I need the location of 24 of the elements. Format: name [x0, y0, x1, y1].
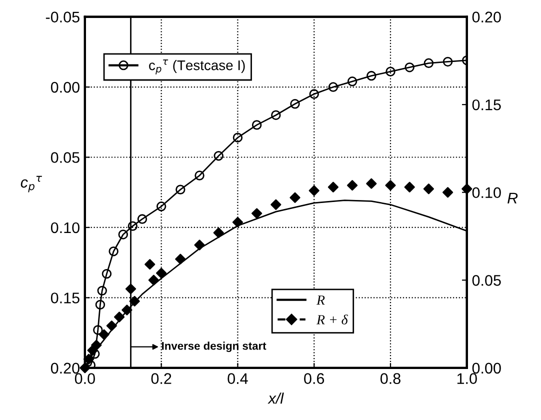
x-tick-label: 0.0 [74, 373, 95, 384]
y-tick-label: 0.15 [50, 292, 80, 304]
x-tick-label: 0.4 [228, 373, 248, 384]
y2-axis-title: R [508, 192, 518, 204]
annotation: Inverse design start [162, 342, 266, 352]
y-tick-label: 0.05 [50, 152, 80, 163]
y2-tick-label: 0.00 [472, 362, 501, 374]
y-tick-label: 0.00 [50, 82, 80, 93]
x-tick-label: 0.8 [380, 373, 400, 384]
legend-label: c$_{p}$$^{τ}$ (Testcase I) [149, 59, 245, 74]
x-tick-label: 1.0 [457, 373, 477, 384]
y2-tick-label: 0.20 [472, 12, 501, 22]
x-axis-title: x/l [268, 392, 284, 404]
y2-tick-label: 0.05 [472, 275, 501, 286]
y-axis-title: c$_{p}$$^{τ}$ [20, 176, 42, 192]
legend-label: R [316, 296, 325, 305]
legend-label: R + δ [316, 314, 348, 324]
y2-tick-label: 0.10 [472, 187, 501, 198]
x-tick-label: 0.6 [304, 373, 324, 384]
y-tick-label: 0.20 [50, 362, 80, 374]
y-tick-label: 0.10 [50, 222, 80, 234]
x-tick-label: 0.2 [151, 373, 172, 384]
y2-tick-label: 0.15 [472, 99, 501, 110]
y-tick-label: -0.05 [46, 12, 80, 22]
